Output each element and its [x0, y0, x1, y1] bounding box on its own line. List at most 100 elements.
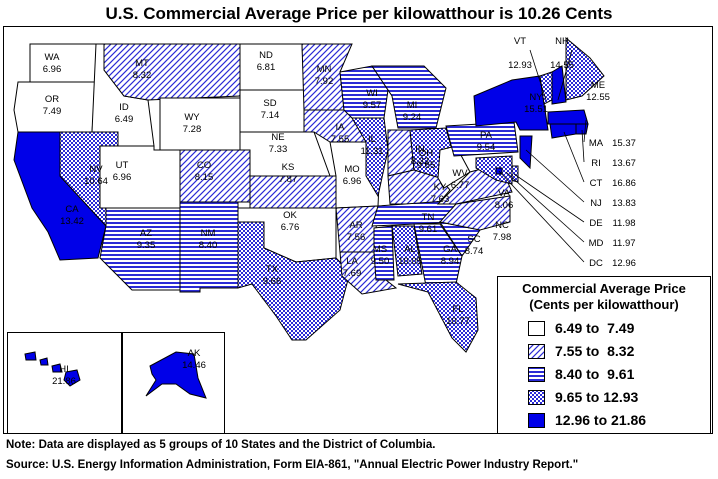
state-ga [413, 223, 463, 287]
state-label-al: AL [404, 244, 416, 255]
state-label-ne: NE [271, 132, 284, 143]
state-hi [63, 369, 81, 387]
state-value-az: 9.35 [137, 240, 156, 251]
state-value-mt: 8.32 [133, 70, 152, 81]
state-label-ks: KS [282, 162, 295, 173]
state-in [387, 129, 415, 177]
state-value-mo: 6.96 [343, 176, 362, 187]
state-nm [179, 201, 239, 293]
leader-line-de [513, 173, 585, 223]
state-nj [519, 135, 533, 170]
state-label-ok: OK [283, 210, 297, 221]
state-label-nm: NM [201, 228, 216, 239]
state-value-hi: 21.86 [52, 376, 76, 387]
state-label-ca: CA [65, 204, 79, 215]
state-label-md: MD [589, 238, 604, 249]
state-value-al: 10.05 [398, 256, 422, 267]
state-value-wy: 7.28 [183, 124, 202, 135]
state-value-ct: 16.86 [612, 178, 636, 189]
hawaii-inset [7, 332, 123, 434]
state-value-mn: 7.92 [315, 76, 334, 87]
state-value-nd: 6.81 [257, 62, 276, 73]
state-label-hi: HI [59, 364, 69, 375]
leader-line-nj [525, 149, 585, 203]
state-label-ct: CT [590, 178, 603, 189]
state-ak [145, 351, 207, 399]
state-label-in: IN [415, 144, 425, 155]
leader-line-dc [498, 170, 585, 263]
source-text: Source: U.S. Energy Information Administ… [6, 459, 579, 471]
state-al [391, 225, 423, 277]
state-value-in: 8.32 [411, 156, 430, 167]
legend-label-1: 6.49 to 7.49 [555, 320, 635, 336]
state-value-nj: 13.83 [612, 198, 636, 209]
alaska-inset [121, 332, 225, 434]
state-label-ga: GA [443, 244, 457, 255]
state-md [475, 155, 513, 185]
leader-line-vt [529, 49, 547, 101]
state-value-pa: 9.54 [477, 142, 496, 153]
legend-swatch-solid [528, 412, 545, 428]
state-label-wi: WI [366, 88, 378, 99]
state-label-ms: MS [373, 244, 387, 255]
state-label-tx: TX [266, 264, 279, 275]
legend-item-1: 6.49 to 7.49 [528, 319, 634, 337]
state-label-ut: UT [116, 160, 129, 171]
labels-layer: WA6.96OR7.49CA13.42ID6.49NV10.64MT8.32WY… [43, 36, 636, 387]
state-value-ky: 7.63 [431, 194, 450, 205]
note-text: Note: Data are displayed as 5 groups of … [6, 439, 436, 451]
state-label-mi: MI [407, 100, 418, 111]
state-value-ca: 13.42 [60, 216, 84, 227]
state-value-ak: 14.46 [182, 360, 206, 371]
state-label-pa: PA [480, 130, 493, 141]
legend-label-2: 7.55 to 8.32 [555, 343, 635, 359]
state-value-ut: 6.96 [113, 172, 132, 183]
state-label-de: DE [589, 218, 602, 229]
state-hi [39, 357, 49, 366]
state-value-ga: 8.94 [441, 256, 460, 267]
state-value-vt: 12.93 [508, 60, 532, 71]
state-value-md: 11.97 [612, 238, 635, 249]
leader-line-ct [563, 131, 585, 183]
state-value-tx: 9.66 [263, 276, 282, 287]
leader-line-ri [581, 129, 585, 163]
state-value-me: 12.55 [586, 92, 610, 103]
state-value-nm: 8.40 [199, 240, 218, 251]
state-mt [103, 43, 241, 101]
legend-title-line1: Commercial Average Price [522, 281, 686, 296]
state-label-ar: AR [349, 220, 362, 231]
state-value-nc: 7.98 [493, 232, 512, 243]
state-label-il: IL [368, 134, 376, 145]
state-ny [473, 75, 549, 131]
state-label-co: CO [197, 160, 211, 171]
state-value-mi: 9.24 [403, 112, 422, 123]
state-value-va: 8.06 [495, 200, 514, 211]
state-label-oh: OH [419, 148, 433, 159]
state-label-nh: NH [555, 36, 569, 47]
leader-line-ma [583, 119, 587, 143]
state-mi [371, 65, 447, 129]
state-label-ia: IA [336, 122, 346, 133]
state-value-ne: 7.33 [269, 144, 288, 155]
state-value-dc: 12.96 [612, 258, 636, 269]
state-label-la: LA [346, 256, 358, 267]
state-label-nd: ND [259, 50, 273, 61]
legend-item-5: 12.96 to 21.86 [528, 411, 646, 429]
state-label-mo: MO [344, 164, 359, 175]
state-ct [549, 123, 577, 139]
legend: Commercial Average Price (Cents per kilo… [497, 276, 711, 434]
state-label-or: OR [45, 94, 59, 105]
state-value-wa: 6.96 [43, 64, 62, 75]
state-value-ri: 13.67 [612, 158, 636, 169]
state-label-nj: NJ [590, 198, 602, 209]
state-value-fl: 10.77 [446, 316, 470, 327]
state-label-wa: WA [45, 52, 61, 63]
state-label-sc: SC [467, 234, 480, 245]
state-label-dc: DC [589, 258, 603, 269]
state-label-fl: FL [452, 304, 463, 315]
legend-label-5: 12.96 to 21.86 [555, 412, 647, 428]
legend-item-2: 7.55 to 8.32 [528, 342, 634, 360]
state-tx [237, 221, 351, 341]
state-wa [29, 43, 97, 83]
state-label-id: ID [119, 102, 129, 113]
